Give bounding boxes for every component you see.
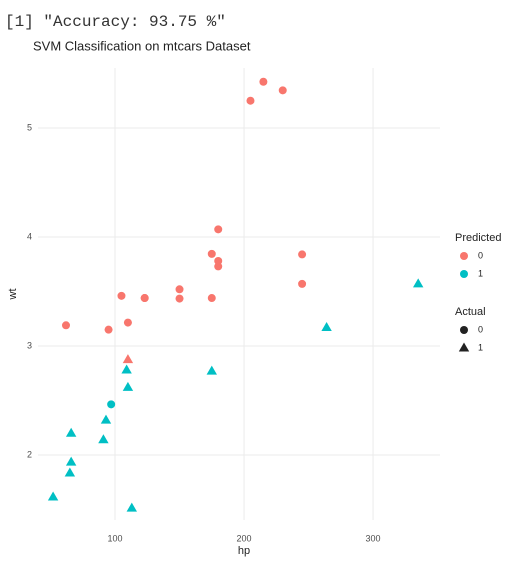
y-tick-label: 4: [27, 231, 32, 241]
legend-key: [460, 326, 468, 334]
x-axis-title: hp: [238, 545, 250, 557]
y-tick-label: 3: [27, 340, 32, 350]
point: [206, 365, 217, 375]
point: [412, 278, 424, 288]
point: [117, 291, 126, 300]
point: [104, 325, 113, 334]
point: [47, 491, 59, 501]
x-tick-label: 100: [108, 533, 123, 543]
point: [278, 86, 287, 95]
point: [321, 321, 332, 331]
legend-label: 0: [478, 324, 483, 334]
point: [207, 249, 216, 258]
point: [259, 77, 268, 86]
point: [246, 96, 255, 105]
point: [298, 250, 307, 259]
point: [126, 502, 137, 512]
point: [207, 294, 216, 303]
point: [65, 427, 77, 437]
legend-title: Actual: [455, 306, 486, 318]
point: [100, 414, 112, 424]
point: [175, 285, 184, 294]
point: [61, 321, 70, 330]
y-tick-label: 5: [27, 122, 32, 132]
x-tick-label: 300: [366, 533, 381, 543]
legend-label: 1: [478, 342, 483, 352]
legend-label: 1: [478, 268, 483, 278]
point: [140, 294, 149, 303]
y-tick-label: 2: [27, 449, 32, 459]
x-tick-label: 200: [237, 533, 252, 543]
point: [214, 225, 223, 234]
point: [123, 318, 132, 327]
point: [175, 294, 184, 303]
point: [122, 354, 134, 364]
legend-key: [460, 270, 468, 278]
y-axis-title: wt: [7, 289, 19, 301]
point: [98, 434, 109, 444]
point: [121, 364, 132, 374]
console-output: [1] "Accuracy: 93.75 %": [5, 13, 226, 31]
legend-label: 0: [478, 250, 483, 260]
point: [64, 467, 76, 477]
point: [122, 381, 134, 391]
point: [65, 456, 77, 466]
legend-title: Predicted: [455, 232, 501, 244]
point: [107, 400, 116, 409]
legend-key: [458, 342, 470, 352]
chart-title: SVM Classification on mtcars Dataset: [33, 38, 251, 53]
point: [298, 279, 307, 288]
legend-key: [460, 252, 468, 260]
point: [214, 256, 223, 265]
